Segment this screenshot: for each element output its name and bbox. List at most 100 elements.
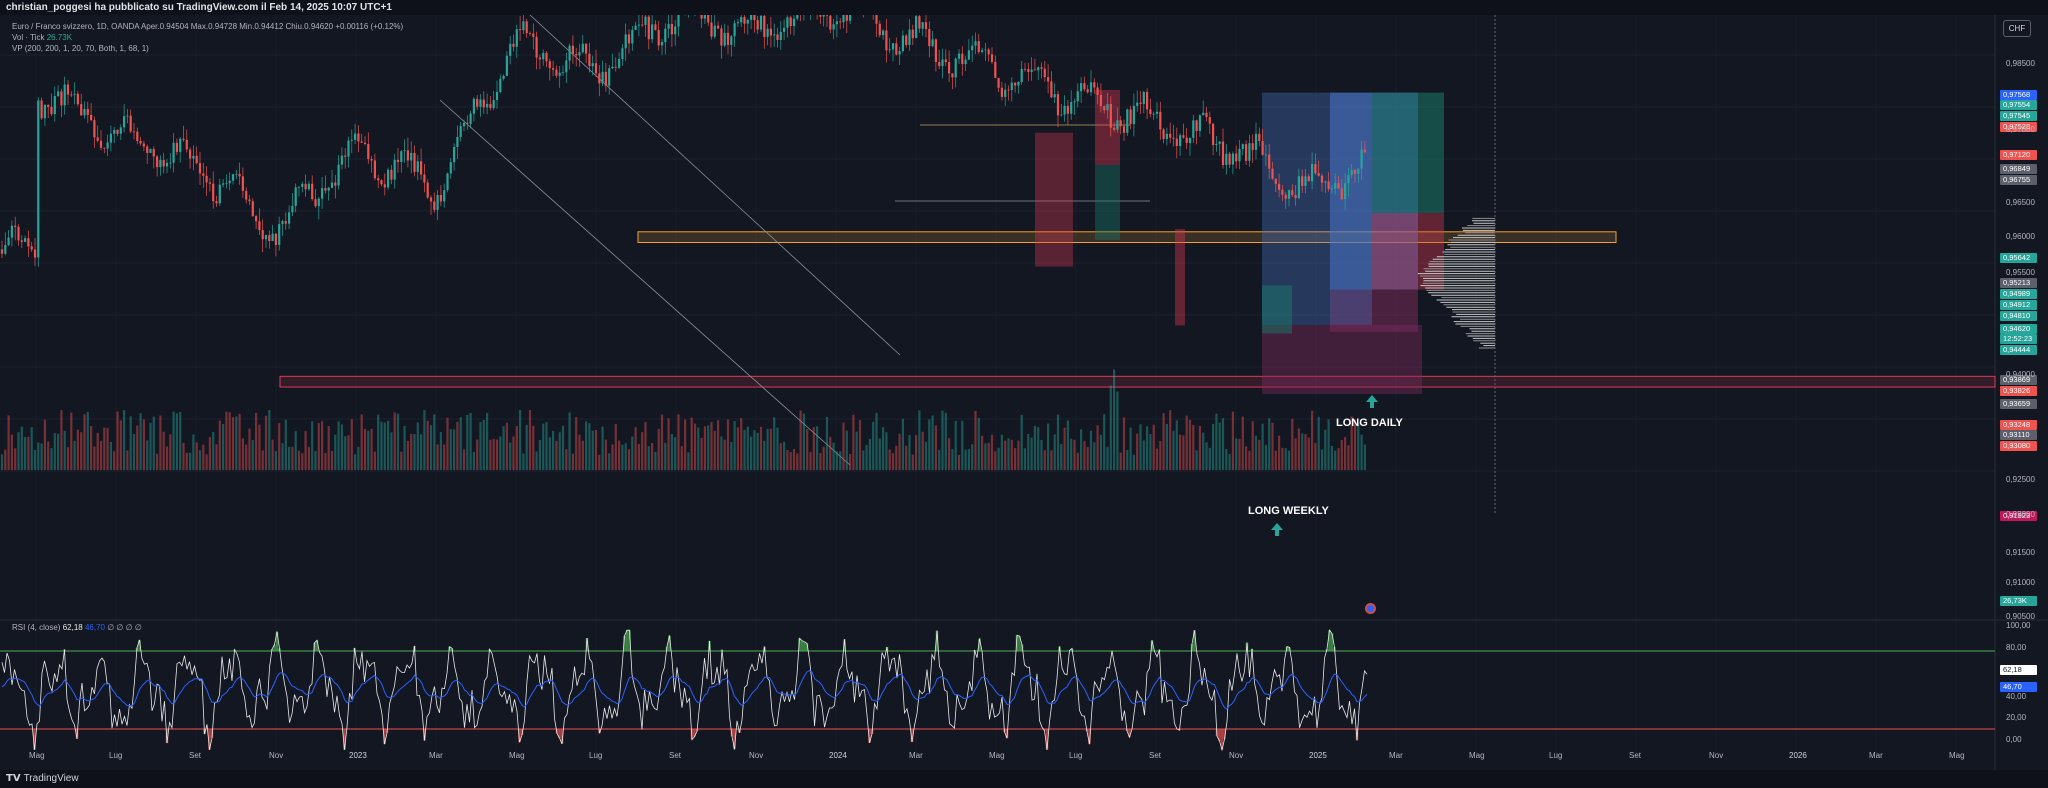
candle-body bbox=[720, 28, 723, 46]
volume-bar bbox=[1274, 450, 1277, 470]
volume-bar bbox=[30, 427, 33, 470]
candle-body bbox=[1254, 133, 1258, 150]
candle-body bbox=[60, 91, 63, 106]
time-tick-label: Lug bbox=[589, 751, 603, 760]
candle-body bbox=[27, 238, 30, 247]
symbol-name[interactable]: Euro / Franco svizzero, 1D, OANDA bbox=[12, 22, 140, 31]
volume-bar bbox=[806, 429, 809, 470]
candle-body bbox=[901, 35, 904, 52]
candle-body bbox=[1172, 137, 1175, 139]
price-label: 0,94912 bbox=[2000, 300, 2037, 310]
price-label: 0,94989 bbox=[2000, 289, 2037, 299]
volume-bar bbox=[1297, 428, 1300, 470]
volume-bar bbox=[1261, 423, 1264, 470]
volume-bar bbox=[990, 434, 994, 470]
volume-bar bbox=[997, 447, 1000, 470]
volume-bar bbox=[83, 414, 86, 470]
candle-body bbox=[512, 43, 515, 47]
volume-profile-label[interactable]: VP (200, 200, 1, 20, 70, Both, 1, 68, 1) bbox=[12, 44, 149, 53]
volume-bar bbox=[618, 440, 621, 470]
settings-icon[interactable] bbox=[1365, 603, 1376, 614]
candle-body bbox=[248, 199, 251, 202]
volume-bar bbox=[1291, 418, 1294, 470]
candle-body bbox=[898, 51, 901, 55]
volume-bar bbox=[915, 435, 918, 470]
candle-body bbox=[515, 29, 518, 47]
candle-body bbox=[944, 59, 947, 63]
candle-body bbox=[1020, 68, 1023, 82]
candle-body bbox=[733, 23, 736, 37]
volume-bar bbox=[162, 431, 165, 470]
volume-bar bbox=[1136, 433, 1139, 470]
volume-bar bbox=[33, 449, 37, 470]
volume-bar bbox=[1363, 444, 1366, 470]
candle-body bbox=[525, 21, 528, 34]
candle-body bbox=[24, 238, 27, 242]
candle-body bbox=[149, 149, 152, 153]
volume-bar bbox=[789, 452, 792, 470]
candle-body bbox=[707, 15, 710, 23]
volume-bar bbox=[644, 422, 647, 470]
volume-bar bbox=[1103, 414, 1106, 470]
candle-body bbox=[453, 147, 456, 163]
volume-bar bbox=[868, 438, 871, 470]
candle-body bbox=[198, 163, 202, 174]
volume-bar bbox=[707, 425, 710, 470]
candle-body bbox=[146, 146, 149, 153]
price-tick-label: 0,92000 bbox=[2006, 510, 2035, 519]
volume-bar bbox=[172, 411, 175, 470]
volume-bar bbox=[264, 415, 268, 470]
volume-bar bbox=[156, 453, 159, 470]
volume-bar bbox=[443, 444, 446, 470]
volume-bar bbox=[1317, 416, 1320, 470]
time-tick-label: Mag bbox=[989, 751, 1005, 760]
volume-label[interactable]: Vol · Tick bbox=[12, 33, 45, 42]
volume-bar bbox=[1251, 421, 1254, 470]
volume-bar bbox=[1007, 438, 1010, 470]
volume-bar bbox=[568, 412, 571, 470]
candle-body bbox=[1185, 137, 1188, 144]
time-tick-label: Set bbox=[1149, 751, 1162, 760]
candle-body bbox=[660, 42, 664, 46]
volume-bar bbox=[462, 449, 466, 470]
rsi-label[interactable]: RSI (4, close) bbox=[12, 623, 61, 632]
tradingview-logo[interactable]: TV TradingView bbox=[6, 773, 79, 784]
volume-bar bbox=[895, 445, 898, 470]
volume-bar bbox=[400, 451, 403, 470]
candle-body bbox=[294, 187, 297, 206]
volume-bar bbox=[317, 423, 320, 470]
candle-body bbox=[1162, 129, 1165, 140]
candle-body bbox=[1215, 143, 1218, 146]
volume-bar bbox=[1340, 439, 1343, 470]
block-zone bbox=[1095, 164, 1120, 240]
candle-body bbox=[383, 184, 386, 188]
volume-bar bbox=[535, 451, 538, 470]
candle-body bbox=[311, 183, 314, 200]
candle-body bbox=[495, 91, 499, 101]
candle-body bbox=[492, 100, 495, 109]
candle-body bbox=[938, 62, 941, 67]
price-label: 0,96755 bbox=[2000, 175, 2037, 185]
volume-bar bbox=[109, 441, 112, 470]
candle-body bbox=[703, 15, 706, 19]
candle-body bbox=[50, 106, 53, 115]
candle-body bbox=[1334, 183, 1337, 189]
volume-bar bbox=[1307, 437, 1310, 470]
candle-body bbox=[1037, 67, 1040, 71]
price-chart[interactable] bbox=[0, 15, 2048, 770]
volume-bar bbox=[1205, 442, 1208, 470]
candle-body bbox=[1218, 141, 1221, 144]
candle-body bbox=[53, 96, 56, 115]
currency-button[interactable]: CHF bbox=[2003, 20, 2031, 37]
volume-bar bbox=[1162, 413, 1165, 470]
candle-body bbox=[611, 66, 614, 69]
volume-bar bbox=[330, 450, 334, 470]
candle-body bbox=[14, 225, 17, 227]
tradingview-logo-text: TradingView bbox=[23, 773, 79, 784]
volume-bar bbox=[245, 444, 248, 470]
volume-bar bbox=[957, 454, 961, 470]
candle-body bbox=[499, 78, 502, 92]
candle-body bbox=[459, 126, 462, 137]
volume-bar bbox=[819, 453, 822, 470]
candle-body bbox=[819, 15, 822, 17]
